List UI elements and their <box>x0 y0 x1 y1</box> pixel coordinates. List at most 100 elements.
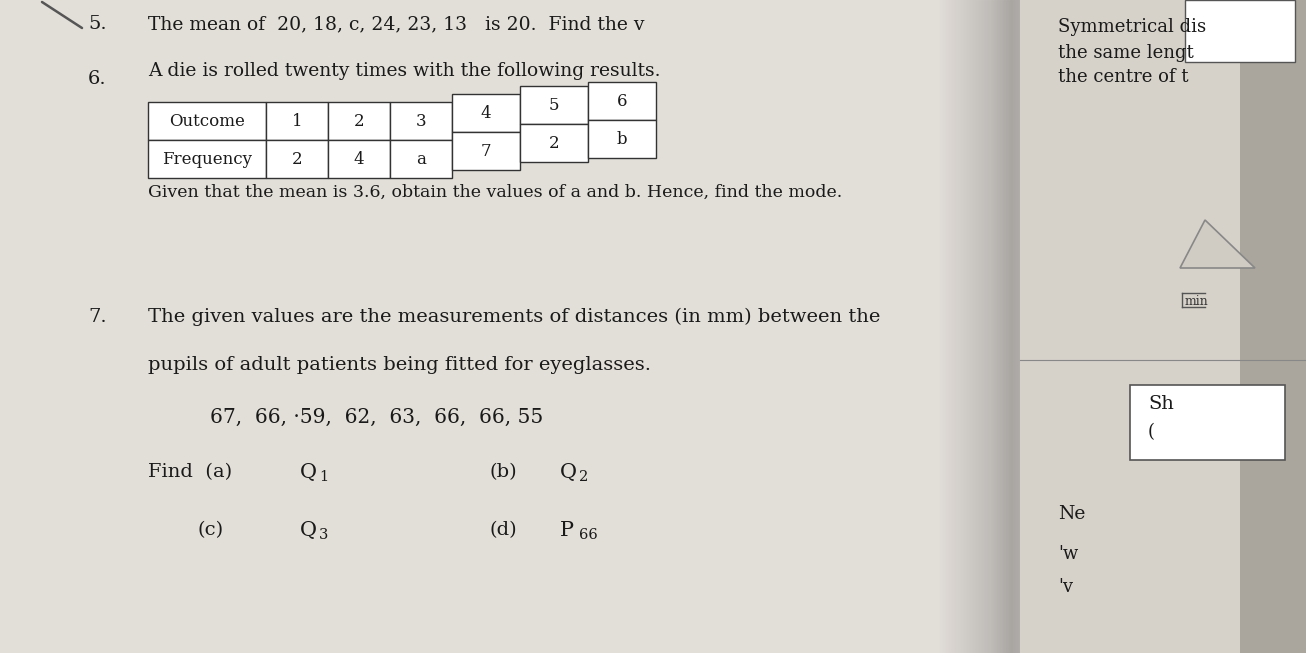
Bar <box>1017 0 1020 653</box>
Bar <box>1003 0 1004 653</box>
Text: b: b <box>616 131 627 148</box>
Bar <box>1010 0 1011 653</box>
Bar <box>983 0 985 653</box>
Bar <box>972 0 973 653</box>
Bar <box>966 0 969 653</box>
Text: Sh: Sh <box>1148 395 1174 413</box>
Bar <box>951 0 952 653</box>
Text: a: a <box>417 150 426 168</box>
Text: 'v: 'v <box>1058 578 1074 596</box>
Bar <box>976 0 978 653</box>
Bar <box>1004 0 1006 653</box>
Text: The mean of  20, 18, c, 24, 23, 13   is 20.  Find the v: The mean of 20, 18, c, 24, 23, 13 is 20.… <box>148 15 644 33</box>
Text: 7.: 7. <box>88 308 107 326</box>
Bar <box>1025 0 1027 653</box>
Text: 6.: 6. <box>88 70 107 88</box>
Bar <box>1051 0 1053 653</box>
Text: pupils of adult patients being fitted for eyeglasses.: pupils of adult patients being fitted fo… <box>148 356 650 374</box>
Bar <box>985 0 986 653</box>
Bar <box>1040 0 1041 653</box>
Bar <box>982 0 983 653</box>
Bar <box>1006 0 1008 653</box>
Bar <box>1055 0 1057 653</box>
Bar <box>970 0 972 653</box>
Bar <box>1012 0 1013 653</box>
Text: 5.: 5. <box>88 15 107 33</box>
Bar <box>148 102 266 140</box>
Bar <box>148 140 266 178</box>
Bar <box>960 0 961 653</box>
Text: 2: 2 <box>291 150 302 168</box>
Text: (d): (d) <box>490 521 517 539</box>
Bar <box>1016 0 1019 653</box>
Polygon shape <box>1239 0 1306 653</box>
Text: Q: Q <box>300 521 317 540</box>
Bar <box>452 132 520 170</box>
Text: 5: 5 <box>549 97 559 114</box>
Bar <box>1024 0 1025 653</box>
Bar <box>1013 0 1015 653</box>
Text: 4: 4 <box>481 104 491 121</box>
Bar <box>986 0 989 653</box>
Bar <box>1032 0 1033 653</box>
Bar <box>1058 0 1060 653</box>
Text: Outcome: Outcome <box>168 112 246 129</box>
Bar <box>944 0 946 653</box>
Bar <box>959 0 960 653</box>
Text: 1: 1 <box>319 470 328 484</box>
Bar <box>993 0 994 653</box>
Bar <box>1185 0 1296 62</box>
Bar <box>961 0 963 653</box>
Bar <box>973 0 974 653</box>
Text: 2: 2 <box>354 112 364 129</box>
Bar <box>981 0 982 653</box>
Bar <box>1011 0 1012 653</box>
Polygon shape <box>1020 0 1306 653</box>
Text: Find  (a): Find (a) <box>148 463 232 481</box>
Bar <box>963 0 964 653</box>
Polygon shape <box>0 0 1010 653</box>
Bar <box>1007 0 1010 653</box>
Bar <box>1042 0 1043 653</box>
Text: Given that the mean is 3.6, obtain the values of a and b. Hence, find the mode.: Given that the mean is 3.6, obtain the v… <box>148 184 842 201</box>
Bar <box>1015 0 1016 653</box>
Bar <box>1027 0 1029 653</box>
Bar <box>990 0 991 653</box>
Bar <box>520 86 588 124</box>
Text: Ne: Ne <box>1058 505 1085 523</box>
Bar <box>1000 0 1002 653</box>
Bar <box>969 0 970 653</box>
Text: Q: Q <box>300 463 317 482</box>
Text: min: min <box>1185 295 1209 308</box>
Bar <box>953 0 955 653</box>
Bar <box>1021 0 1023 653</box>
Bar <box>390 140 452 178</box>
Text: 2: 2 <box>579 470 588 484</box>
Bar <box>980 0 981 653</box>
Bar <box>964 0 965 653</box>
Bar <box>390 102 452 140</box>
Bar <box>1037 0 1040 653</box>
Bar <box>1046 0 1049 653</box>
Bar <box>947 0 949 653</box>
Text: The given values are the measurements of distances (in mm) between the: The given values are the measurements of… <box>148 308 880 326</box>
Bar <box>1045 0 1046 653</box>
Bar <box>1041 0 1042 653</box>
Bar <box>1043 0 1045 653</box>
Bar <box>956 0 959 653</box>
Bar <box>999 0 1000 653</box>
Polygon shape <box>1181 220 1255 268</box>
Bar <box>1034 0 1036 653</box>
Text: (: ( <box>1148 423 1155 441</box>
Bar <box>994 0 995 653</box>
Bar <box>1030 0 1032 653</box>
Text: 2: 2 <box>549 135 559 151</box>
Bar <box>1020 0 1021 653</box>
Text: 'w: 'w <box>1058 545 1079 563</box>
Bar <box>520 124 588 162</box>
Text: Symmetrical dis: Symmetrical dis <box>1058 18 1207 36</box>
Bar <box>965 0 968 653</box>
Bar <box>996 0 999 653</box>
Bar <box>1023 0 1024 653</box>
Bar <box>1050 0 1051 653</box>
